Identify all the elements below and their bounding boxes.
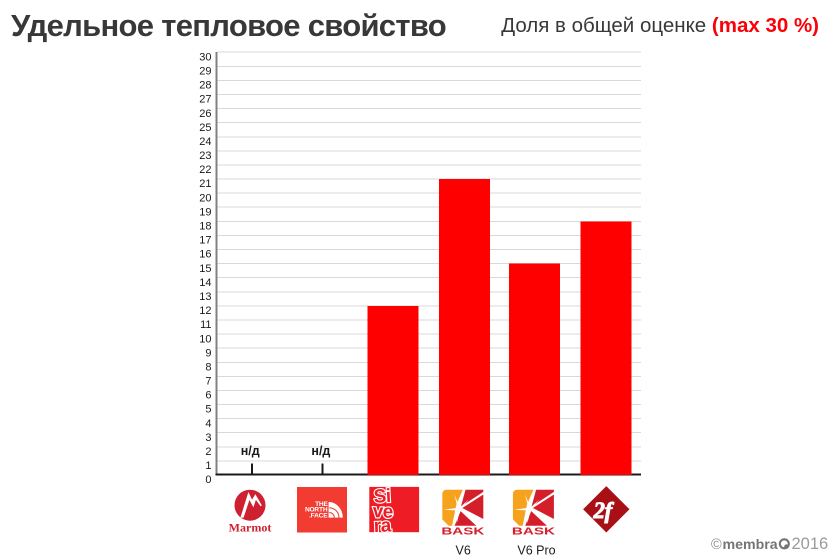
svg-text:3: 3	[205, 432, 211, 444]
svg-text:н/д: н/д	[311, 444, 330, 458]
svg-text:9: 9	[205, 347, 211, 359]
svg-text:BASK: BASK	[441, 525, 485, 537]
svg-text:ra: ra	[373, 515, 392, 537]
svg-text:2f: 2f	[593, 498, 615, 523]
svg-text:23: 23	[199, 150, 211, 162]
svg-text:Marmot: Marmot	[229, 521, 272, 535]
svg-text:©: ©	[711, 537, 722, 553]
svg-text:15: 15	[199, 263, 211, 275]
svg-text:20: 20	[199, 192, 211, 204]
svg-text:13: 13	[199, 291, 211, 303]
svg-text:5: 5	[205, 404, 211, 416]
svg-text:17: 17	[199, 235, 211, 247]
svg-text:28: 28	[199, 80, 211, 92]
svg-text:V6: V6	[456, 544, 471, 558]
svg-text:24: 24	[199, 136, 211, 148]
svg-text:10: 10	[199, 333, 211, 345]
svg-text:27: 27	[199, 94, 211, 106]
svg-text:6: 6	[205, 390, 211, 402]
svg-text:BASK: BASK	[512, 525, 556, 537]
svg-text:14: 14	[199, 277, 211, 289]
svg-text:4: 4	[205, 418, 211, 430]
svg-text:29: 29	[199, 66, 211, 78]
svg-text:ve: ve	[372, 501, 393, 523]
svg-text:8: 8	[205, 362, 211, 374]
svg-text:16: 16	[199, 249, 211, 261]
svg-text:12: 12	[199, 305, 211, 317]
svg-text:30: 30	[199, 51, 211, 63]
svg-text:membra: membra	[723, 537, 778, 553]
svg-text:1: 1	[205, 460, 211, 472]
svg-text:н/д: н/д	[241, 444, 260, 458]
svg-text:25: 25	[199, 122, 211, 134]
svg-text:21: 21	[199, 178, 211, 190]
svg-text:Si: Si	[373, 486, 391, 508]
svg-text:2016: 2016	[792, 535, 829, 553]
svg-text:19: 19	[199, 206, 211, 218]
svg-text:11: 11	[200, 319, 211, 331]
svg-text:.FACE: .FACE	[309, 512, 328, 519]
svg-text:THE: THE	[315, 501, 328, 508]
svg-text:22: 22	[199, 164, 211, 176]
svg-text:0: 0	[205, 474, 211, 486]
svg-text:7: 7	[205, 376, 211, 388]
svg-text:18: 18	[199, 221, 211, 233]
svg-text:NORTH: NORTH	[305, 507, 328, 514]
svg-text:2: 2	[205, 446, 211, 458]
svg-text:V6 Pro: V6 Pro	[517, 544, 555, 558]
svg-text:26: 26	[199, 108, 211, 120]
